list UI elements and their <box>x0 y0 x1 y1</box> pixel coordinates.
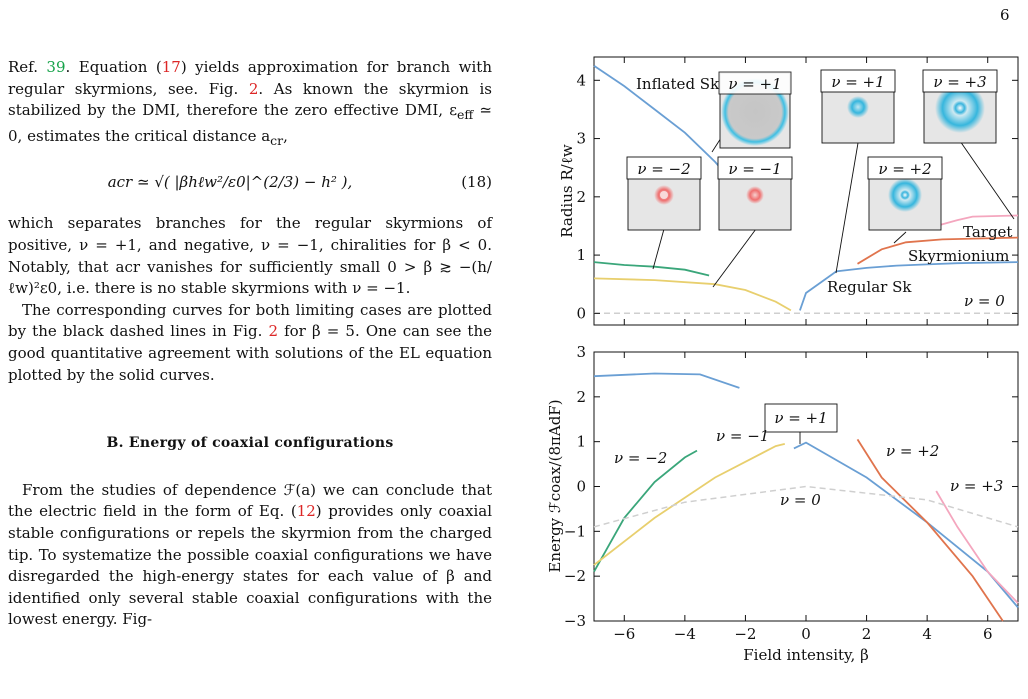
energy-xtick-label: 0 <box>801 625 811 643</box>
energy-ytick-label: −3 <box>564 612 586 630</box>
equation-link[interactable]: 12 <box>296 502 316 521</box>
energy-ytick-label: 3 <box>576 343 586 361</box>
radius-ytick-label: 3 <box>576 130 586 148</box>
citation-link[interactable]: 39 <box>46 58 66 76</box>
radius-series-blue-1 <box>799 261 1019 311</box>
label-nu-minus2: ν = −2 <box>614 449 667 467</box>
label-nu-plus1: ν = +1 <box>774 409 827 427</box>
text-column: Ref. 39. Equation (17) yields approximat… <box>8 57 492 631</box>
energy-xtick-label: 4 <box>922 625 932 643</box>
inset-nu-plus3: ν = +3 <box>922 69 998 144</box>
inset-label: ν = +3 <box>933 73 986 91</box>
energy-series-orange-4 <box>856 438 1004 622</box>
energy-xtick-label: −2 <box>734 625 756 643</box>
annotation-nu-zero: ν = 0 <box>964 292 1005 310</box>
energy-series-blue-0 <box>593 372 740 389</box>
energy-ytick-label: −1 <box>564 522 586 540</box>
radius-series-green-2 <box>593 261 710 277</box>
energy-plot: ν = +1 ν = −2 ν = −1 ν = +2 ν = +3 ν = 0… <box>546 343 1019 664</box>
energy-axis-label: Energy ℱcoax/(8πAdF) <box>546 399 564 572</box>
energy-ytick-label: −2 <box>564 567 586 585</box>
radius-ytick-label: 0 <box>576 304 586 322</box>
equation-number: (18) <box>461 172 492 191</box>
inset-label: ν = +2 <box>878 160 931 178</box>
energy-ytick-label: 0 <box>576 478 586 496</box>
radius-series-orange-4 <box>857 236 1019 265</box>
inset-nu-minus2: ν = −2 <box>626 156 702 231</box>
inset-label: ν = −1 <box>728 160 781 178</box>
figure-link[interactable]: 2 <box>248 79 259 98</box>
radius-ytick-label: 2 <box>576 188 586 206</box>
energy-series-pink-5 <box>935 490 1019 604</box>
energy-xtick-label: −6 <box>613 625 635 643</box>
annotation-skyrmionium: Skyrmionium <box>908 247 1009 265</box>
inset-nu-plus1-inflated: ν = +1 <box>718 71 792 149</box>
energy-series-gray_dashed-6 <box>593 485 1019 528</box>
label-nu-minus1: ν = −1 <box>716 427 769 445</box>
annotation-target: Target <box>963 223 1012 241</box>
paragraph-1: Ref. 39. Equation (17) yields approximat… <box>8 58 493 148</box>
field-axis-label: Field intensity, β <box>743 646 869 664</box>
annotation-regular-sk: Regular Sk <box>827 278 912 296</box>
radius-ytick-label: 4 <box>576 71 586 89</box>
annotation-inflated-sk: Inflated Sk <box>636 75 720 93</box>
inset-nu-minus1: ν = −1 <box>717 156 793 231</box>
energy-series-blue-1 <box>793 441 1019 609</box>
label-nu-plus3: ν = +3 <box>950 477 1003 495</box>
radius-plot: ν = +1 ν = −2 ν = −1 ν = +1 <box>558 56 1019 326</box>
equation-link[interactable]: 17 <box>161 58 181 76</box>
equation-18: acr ≃ √( |βhℓw²/ε0|^(2/3) − h² ), (18) <box>8 153 492 211</box>
label-nu-plus2: ν = +2 <box>886 442 939 460</box>
radius-axis-label: Radius R/ℓw <box>558 144 576 238</box>
nu-plus1-box <box>764 403 838 433</box>
energy-xtick-label: 6 <box>983 625 993 643</box>
page-number: 6 <box>1000 6 1010 24</box>
inset-nu-plus2: ν = +2 <box>867 156 943 231</box>
paragraph-4: From the studies of dependence ℱ(a) we c… <box>8 480 492 629</box>
energy-ytick-label: 1 <box>576 433 586 451</box>
paragraph-3: The corresponding curves for both limiti… <box>8 300 492 384</box>
radius-series-yellow-3 <box>593 277 792 312</box>
equation-body: acr ≃ √( |βhℓw²/ε0|^(2/3) − h² ), <box>107 172 353 191</box>
energy-series-yellow-3 <box>593 443 786 566</box>
inset-label: ν = +1 <box>728 75 781 93</box>
label-nu-zero: ν = 0 <box>780 491 821 509</box>
inset-label: ν = +1 <box>831 73 884 91</box>
paragraph-2: which separates branches for the regular… <box>8 214 492 298</box>
figure-link[interactable]: 2 <box>268 322 278 341</box>
radius-ytick-label: 1 <box>576 246 586 264</box>
section-heading: B. Energy of coaxial configurations <box>106 435 394 452</box>
radius-series-pink-5 <box>935 214 1019 227</box>
energy-xtick-label: −4 <box>674 625 696 643</box>
inset-nu-plus1: ν = +1 <box>820 69 896 144</box>
energy-series-green-2 <box>593 449 698 573</box>
energy-xtick-label: 2 <box>862 625 872 643</box>
inset-label: ν = −2 <box>637 160 690 178</box>
energy-ytick-label: 2 <box>576 388 586 406</box>
